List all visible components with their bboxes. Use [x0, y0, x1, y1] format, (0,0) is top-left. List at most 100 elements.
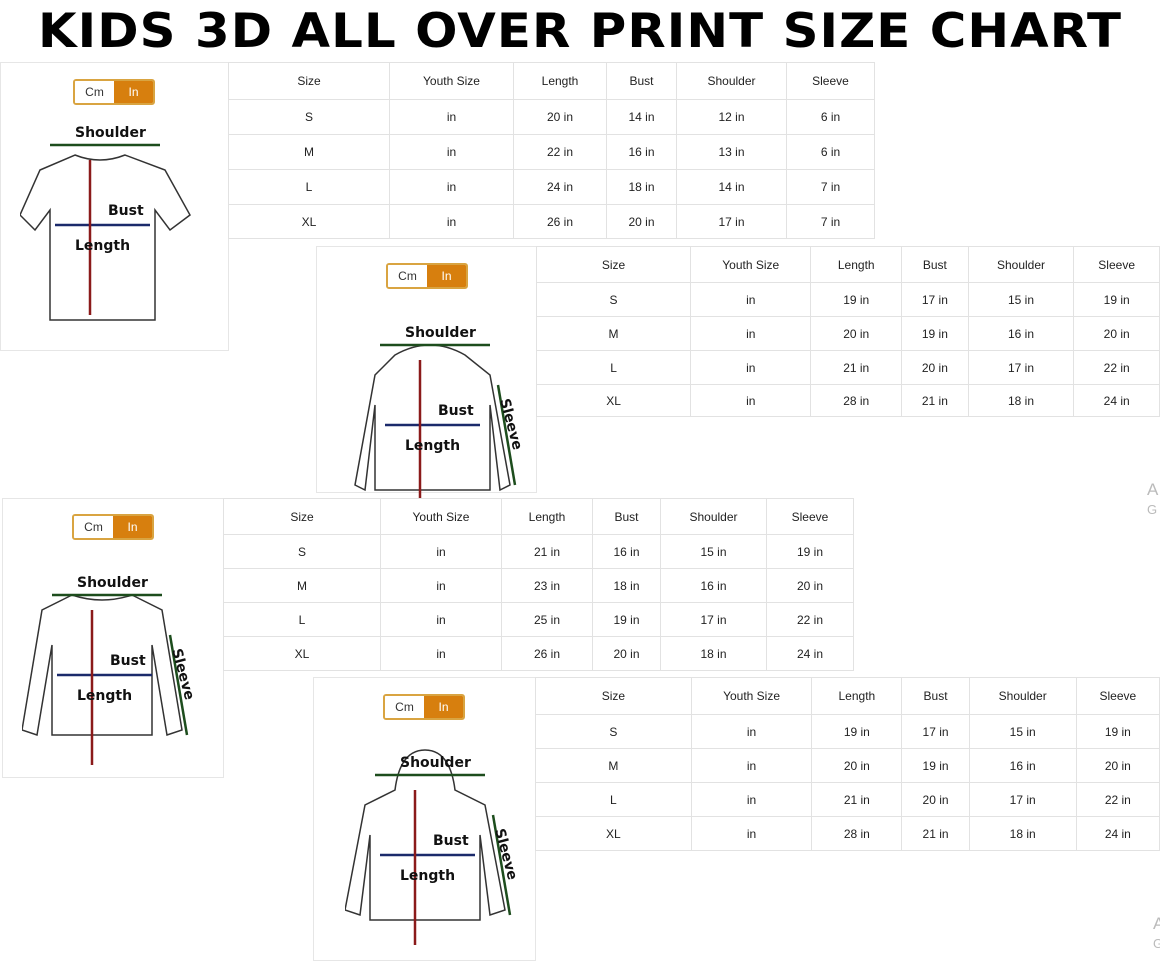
table-cell: 22 in	[513, 134, 607, 170]
table-cell: S	[223, 534, 381, 569]
t-shirt-icon: Shoulder Bust Length	[20, 125, 191, 321]
column-header: Length	[811, 677, 903, 715]
table-cell: 14 in	[676, 169, 787, 205]
shoulder-label: Shoulder	[405, 325, 476, 341]
table-cell: 20 in	[513, 99, 607, 135]
table-cell: 15 in	[967, 282, 1075, 317]
unit-in-button[interactable]: In	[113, 516, 152, 538]
shoulder-label: Shoulder	[75, 125, 146, 141]
sleeve-arrow	[168, 634, 189, 736]
table-cell: 12 in	[676, 99, 787, 135]
shoulder-label: Shoulder	[77, 575, 148, 591]
table-cell: 17 in	[901, 714, 970, 749]
column-header: Length	[501, 498, 593, 535]
unit-cm-button[interactable]: Cm	[388, 265, 427, 287]
table-cell: 19 in	[592, 602, 661, 637]
table-cell: 19 in	[1075, 714, 1160, 749]
table-cell: in	[380, 636, 502, 671]
column-header: Size	[535, 246, 692, 283]
column-header: Sleeve	[1075, 677, 1160, 715]
column-header: Bust	[592, 498, 661, 535]
table-cell: 6 in	[786, 99, 875, 135]
table-cell: 20 in	[811, 748, 903, 783]
column-header: Shoulder	[967, 246, 1075, 283]
table-cell: 15 in	[660, 534, 767, 569]
unit-in-button[interactable]: In	[424, 696, 463, 718]
table-header-row: Size Youth Size Length Bust Shoulder Sleeve	[535, 246, 1160, 283]
bust-label: Bust	[438, 403, 474, 419]
column-header: Sleeve	[766, 498, 854, 535]
table-cell: M	[223, 568, 381, 603]
table-cell: in	[389, 134, 514, 170]
table-cell: 20 in	[766, 568, 854, 603]
table-cell: 21 in	[901, 816, 970, 851]
table-cell: 19 in	[901, 748, 970, 783]
column-header: Shoulder	[660, 498, 767, 535]
table-cell: L	[228, 169, 390, 205]
column-header: Bust	[901, 677, 970, 715]
column-header: Youth Size	[690, 246, 812, 283]
sleeve-arrow	[496, 384, 517, 486]
unit-toggle[interactable]: Cm In	[383, 694, 465, 720]
table-cell: 7 in	[786, 204, 875, 239]
unit-cm-button[interactable]: Cm	[385, 696, 424, 718]
table-cell: XL	[223, 636, 381, 671]
bust-label: Bust	[108, 203, 144, 219]
table-cell: 18 in	[592, 568, 661, 603]
table-cell: in	[690, 714, 813, 749]
unit-toggle[interactable]: Cm In	[72, 514, 154, 540]
unit-in-button[interactable]: In	[114, 81, 153, 103]
unit-toggle[interactable]: Cm In	[386, 263, 468, 289]
column-header: Bust	[606, 62, 677, 100]
column-header: Youth Size	[389, 62, 514, 100]
bust-label: Bust	[110, 653, 146, 669]
table-cell: 15 in	[968, 714, 1077, 749]
table-cell: 20 in	[901, 350, 969, 385]
unit-in-button[interactable]: In	[427, 265, 466, 287]
table-cell: 19 in	[810, 282, 903, 317]
table-cell: M	[535, 316, 692, 351]
table-cell: S	[535, 714, 692, 749]
table-row: XL in 28 in 21 in 18 in 24 in	[535, 384, 1160, 417]
column-header: Sleeve	[786, 62, 875, 100]
table-cell: L	[223, 602, 381, 637]
watermark-fragment: A	[1153, 914, 1160, 933]
table-cell: 25 in	[501, 602, 593, 637]
table-cell: M	[228, 134, 390, 170]
table-cell: 24 in	[1075, 816, 1160, 851]
table-cell: in	[380, 568, 502, 603]
table-cell: 18 in	[606, 169, 677, 205]
unit-cm-button[interactable]: Cm	[75, 81, 114, 103]
unit-cm-button[interactable]: Cm	[74, 516, 113, 538]
table-cell: 21 in	[901, 384, 969, 417]
table-cell: 22 in	[1075, 782, 1160, 817]
table-cell: 17 in	[660, 602, 767, 637]
column-header: Length	[513, 62, 607, 100]
table-cell: 17 in	[967, 350, 1075, 385]
table-cell: 19 in	[766, 534, 854, 569]
unit-toggle[interactable]: Cm In	[73, 79, 155, 105]
column-header: Size	[228, 62, 390, 100]
table-cell: 14 in	[606, 99, 677, 135]
table-cell: 17 in	[676, 204, 787, 239]
watermark-fragment: G	[1147, 502, 1158, 517]
table-cell: 26 in	[513, 204, 607, 239]
table-cell: 21 in	[501, 534, 593, 569]
table-cell: 24 in	[1073, 384, 1160, 417]
table-cell: 24 in	[766, 636, 854, 671]
table-cell: 20 in	[592, 636, 661, 671]
column-header: Size	[223, 498, 381, 535]
table-cell: 22 in	[1073, 350, 1160, 385]
